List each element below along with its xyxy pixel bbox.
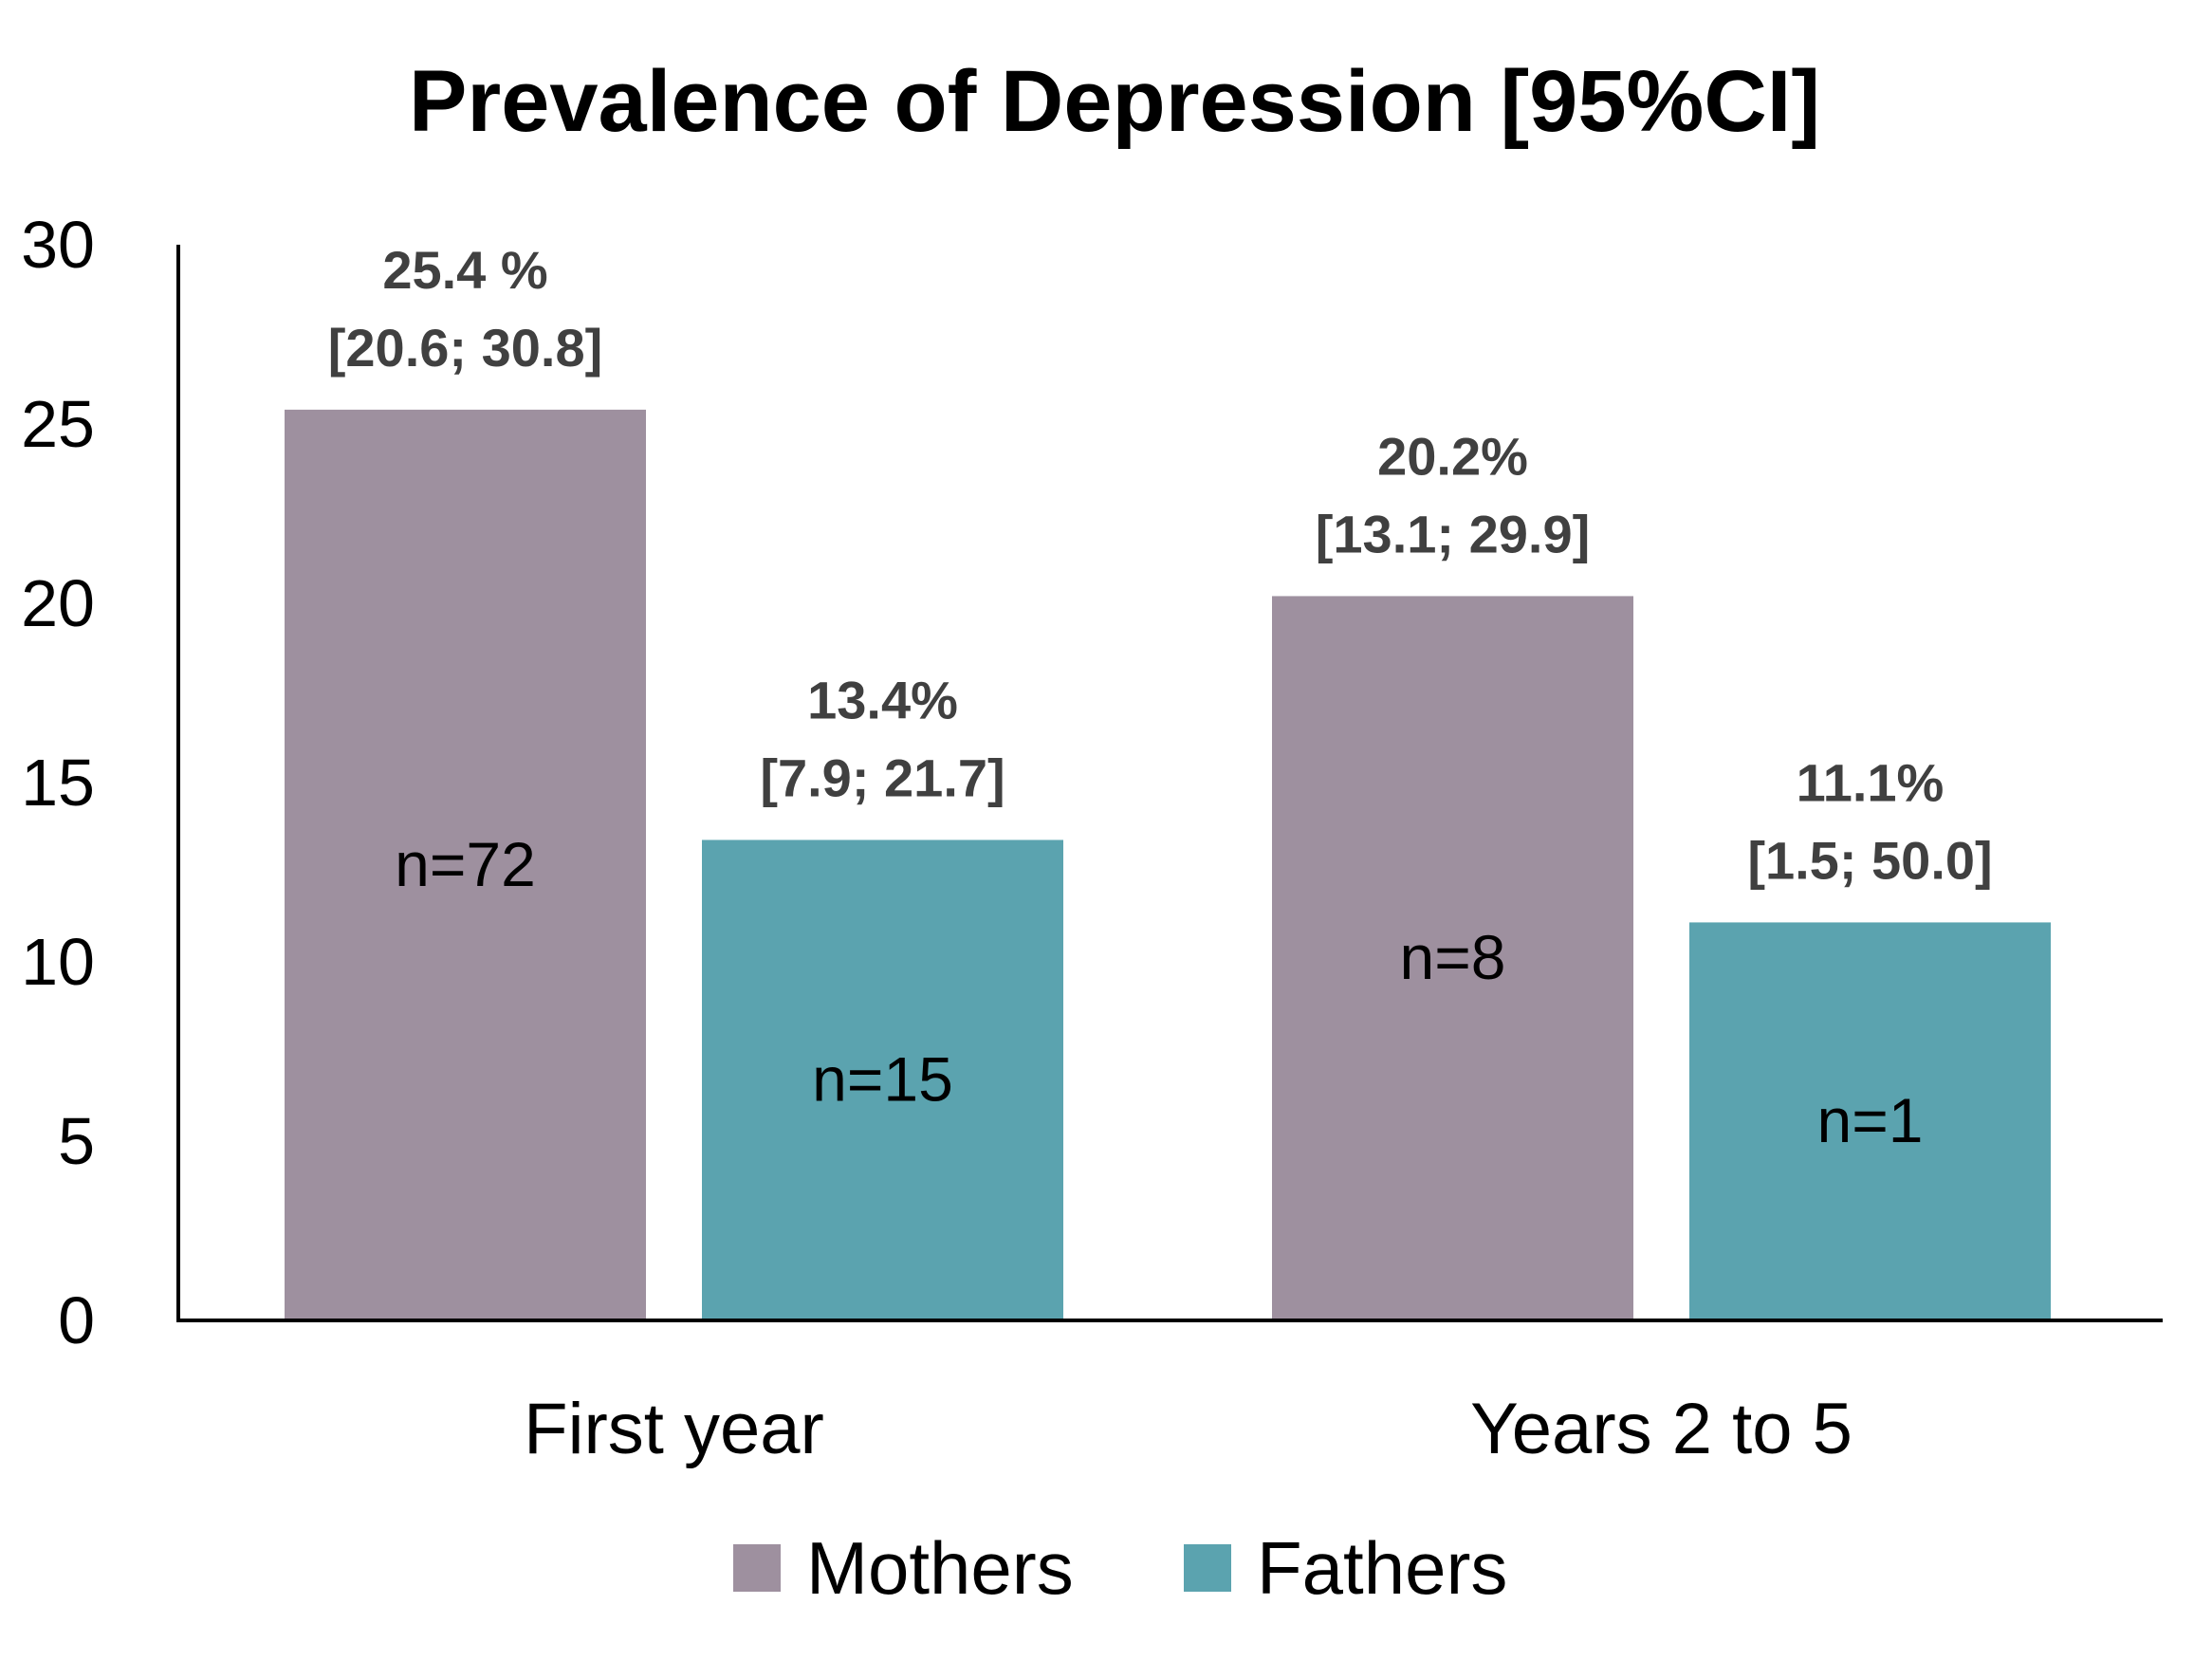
y-tick-label: 10 — [21, 925, 95, 999]
y-tick-label: 15 — [21, 746, 95, 820]
value-label: 25.4 % — [382, 240, 547, 300]
x-category-label: First year — [524, 1389, 824, 1469]
data-labels-group: 25.4 % [20.6; 30.8] n=72 13.4% [7.9; 21.7] n=… — [328, 240, 1993, 1155]
bar-mothers-1 — [1272, 596, 1633, 1320]
legend-label-fathers: Fathers — [1257, 1526, 1507, 1610]
bars-group — [285, 409, 2051, 1320]
value-label: 13.4% — [807, 670, 958, 729]
n-label: n=72 — [395, 829, 536, 899]
y-tick-label: 25 — [21, 387, 95, 461]
legend-swatch-mothers — [733, 1544, 781, 1592]
y-axis-ticks: 0 5 10 15 20 25 30 — [21, 208, 95, 1357]
y-tick-label: 0 — [58, 1283, 95, 1357]
x-category-label: Years 2 to 5 — [1470, 1389, 1853, 1469]
chart-title: Prevalence of Depression [95%CI] — [409, 53, 1820, 150]
y-tick-label: 5 — [58, 1104, 95, 1178]
y-tick-label: 20 — [21, 566, 95, 640]
legend-label-mothers: Mothers — [806, 1526, 1074, 1610]
n-label: n=15 — [812, 1044, 953, 1115]
ci-label: [20.6; 30.8] — [328, 318, 603, 378]
legend-swatch-fathers — [1184, 1544, 1231, 1592]
ci-label: [13.1; 29.9] — [1316, 504, 1591, 563]
axes-group — [176, 245, 2163, 1322]
y-tick-label: 30 — [21, 208, 95, 282]
n-label: n=8 — [1400, 922, 1506, 992]
value-label: 11.1% — [1797, 752, 1945, 812]
x-axis-categories: First year Years 2 to 5 — [524, 1389, 1853, 1469]
value-label: 20.2% — [1377, 426, 1528, 486]
ci-label: [1.5; 50.0] — [1747, 830, 1992, 890]
ci-label: [7.9; 21.7] — [760, 747, 1005, 807]
n-label: n=1 — [1817, 1085, 1924, 1155]
bar-fathers-0 — [702, 839, 1063, 1320]
bar-fathers-1 — [1689, 922, 2051, 1320]
legend: Mothers Fathers — [733, 1526, 1507, 1610]
bar-mothers-0 — [285, 409, 646, 1320]
